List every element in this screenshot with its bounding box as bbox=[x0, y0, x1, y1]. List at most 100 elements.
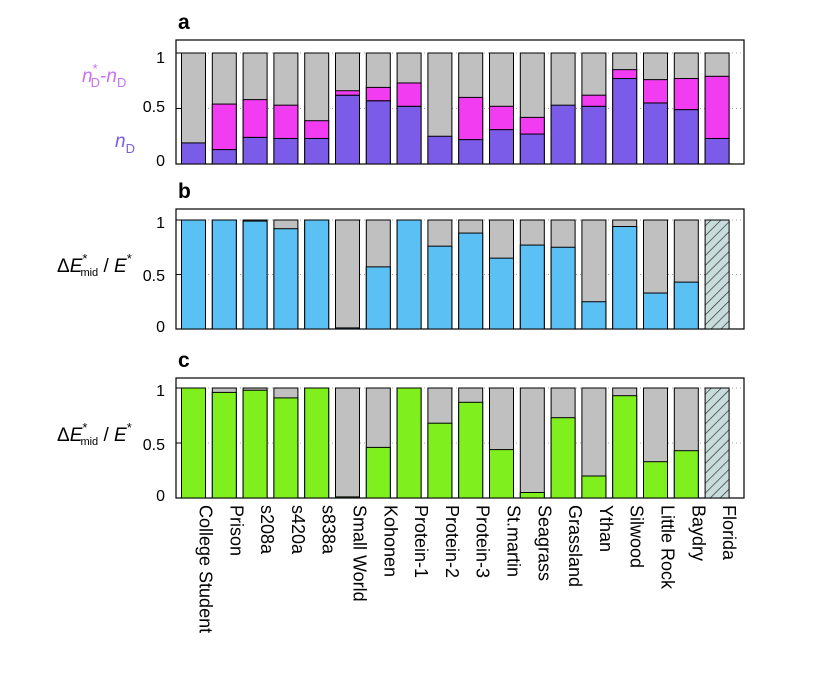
category-label: Protein-3 bbox=[473, 505, 493, 578]
bar-segment-primary bbox=[242, 220, 268, 330]
panel-a-ylabel: n* D-nD nD bbox=[82, 61, 135, 156]
bar-segment-secondary bbox=[304, 120, 330, 139]
bar-segment-primary bbox=[581, 105, 607, 165]
bar-segment-secondary bbox=[704, 75, 730, 139]
category-label: Protein-1 bbox=[411, 505, 431, 578]
bar-segment-primary bbox=[273, 397, 299, 499]
bar-remainder bbox=[335, 387, 360, 499]
panel-c-bars bbox=[176, 387, 744, 499]
bar-segment-primary bbox=[427, 245, 453, 330]
bar-segment-primary bbox=[335, 94, 360, 165]
bar-segment-primary bbox=[458, 232, 484, 330]
panel-c: 1 0.5 0 bbox=[143, 377, 745, 505]
category-label: s420a bbox=[288, 505, 308, 555]
bar-segment-primary bbox=[643, 461, 668, 499]
bar-segment-primary bbox=[489, 129, 514, 165]
bar-segment-primary bbox=[673, 450, 699, 499]
bar-segment-primary bbox=[181, 387, 206, 499]
category-label: Ythan bbox=[596, 505, 616, 552]
category-label: Protein-2 bbox=[442, 505, 462, 578]
bar-segment-primary bbox=[519, 133, 545, 165]
bar-segment-secondary bbox=[365, 86, 391, 102]
bar-segment-primary bbox=[181, 219, 206, 330]
category-label: s208a bbox=[257, 505, 277, 555]
bar-segment-primary bbox=[612, 78, 638, 165]
bar-segment-primary bbox=[304, 387, 330, 499]
bar-segment-primary bbox=[673, 109, 699, 165]
bar-remainder bbox=[335, 219, 360, 330]
bar-segment-secondary bbox=[581, 94, 607, 107]
bar-hatched bbox=[704, 219, 730, 330]
panel-letter-c: c bbox=[178, 349, 190, 372]
bar-segment-primary bbox=[519, 492, 545, 499]
bar-segment-primary bbox=[304, 219, 330, 330]
bar-segment-primary bbox=[673, 281, 699, 330]
bar-segment-primary bbox=[581, 301, 607, 330]
bar-segment-primary bbox=[335, 327, 360, 330]
category-label: Small World bbox=[350, 505, 370, 602]
bar-segment-secondary bbox=[211, 103, 237, 151]
category-label: Seagrass bbox=[534, 505, 554, 581]
bar-segment-primary bbox=[396, 387, 422, 499]
bar-segment-primary bbox=[396, 219, 422, 330]
panel-b: 1 0.5 0 bbox=[143, 208, 745, 336]
bar-segment-primary bbox=[242, 389, 268, 499]
bar-segment-primary bbox=[581, 475, 607, 499]
bar-segment-primary bbox=[550, 246, 576, 330]
ylabel-nstar-nd: n* D-nD bbox=[82, 61, 126, 90]
bar-segment-primary bbox=[519, 244, 545, 330]
category-label: Florida bbox=[719, 505, 739, 561]
bar-segment-primary bbox=[550, 104, 576, 165]
bar-segment-primary bbox=[211, 219, 237, 330]
category-label: s838a bbox=[319, 505, 339, 555]
bar-segment-primary bbox=[211, 149, 237, 165]
panel-a-bars bbox=[176, 52, 744, 165]
category-label: Kohonen bbox=[380, 505, 400, 577]
bar-segment-primary bbox=[550, 417, 576, 499]
bar-remainder bbox=[519, 387, 545, 499]
panel-c-tick-1: 1 bbox=[156, 383, 165, 400]
bar-segment-primary bbox=[489, 257, 514, 330]
panel-c-ylabel: ΔE* mid / E* bbox=[57, 420, 132, 448]
bar-segment-primary bbox=[643, 102, 668, 165]
bar-segment-primary bbox=[365, 266, 391, 330]
bar-segment-primary bbox=[396, 105, 422, 165]
bar-segment-secondary bbox=[458, 96, 484, 141]
bar-segment-primary bbox=[612, 395, 638, 499]
panel-a-tick-0: 0 bbox=[156, 153, 165, 170]
panel-letter-b: b bbox=[178, 180, 191, 203]
bar-segment-primary bbox=[643, 292, 668, 330]
category-label: Prison bbox=[226, 505, 246, 556]
bar-segment-primary bbox=[365, 100, 391, 165]
bar-segment-primary bbox=[427, 422, 453, 499]
panel-a-tick-1: 1 bbox=[156, 50, 165, 67]
bar-segment-primary bbox=[181, 142, 206, 165]
bar-segment-primary bbox=[612, 226, 638, 330]
category-label: Baydry bbox=[688, 505, 708, 561]
panel-c-tick-05: 0.5 bbox=[143, 437, 165, 454]
category-label: Grassland bbox=[565, 505, 585, 587]
panel-b-bars bbox=[176, 219, 744, 330]
bar-segment-primary bbox=[427, 135, 453, 165]
bar-segment-primary bbox=[273, 137, 299, 165]
bar-segment-secondary bbox=[273, 104, 299, 139]
category-label: College Student bbox=[196, 505, 216, 633]
bar-segment-secondary bbox=[489, 105, 514, 131]
bar-segment-primary bbox=[211, 391, 237, 499]
bar-segment-secondary bbox=[242, 99, 268, 138]
bar-segment-secondary bbox=[335, 90, 360, 96]
bar-segment-primary bbox=[242, 136, 268, 165]
bar-segment-primary bbox=[458, 401, 484, 499]
bar-segment-primary bbox=[489, 449, 514, 499]
panel-b-tick-1: 1 bbox=[156, 215, 165, 232]
bar-segment-secondary bbox=[519, 116, 545, 135]
category-label: Little Rock bbox=[658, 505, 678, 590]
bar-segment-secondary bbox=[673, 78, 699, 111]
panel-b-ylabel: ΔE* mid / E* bbox=[57, 251, 132, 279]
bar-segment-primary bbox=[304, 137, 330, 165]
bar-segment-secondary bbox=[612, 69, 638, 80]
panel-b-tick-05: 0.5 bbox=[143, 268, 165, 285]
bar-hatched bbox=[704, 387, 730, 499]
category-label: St.martin bbox=[504, 505, 524, 577]
